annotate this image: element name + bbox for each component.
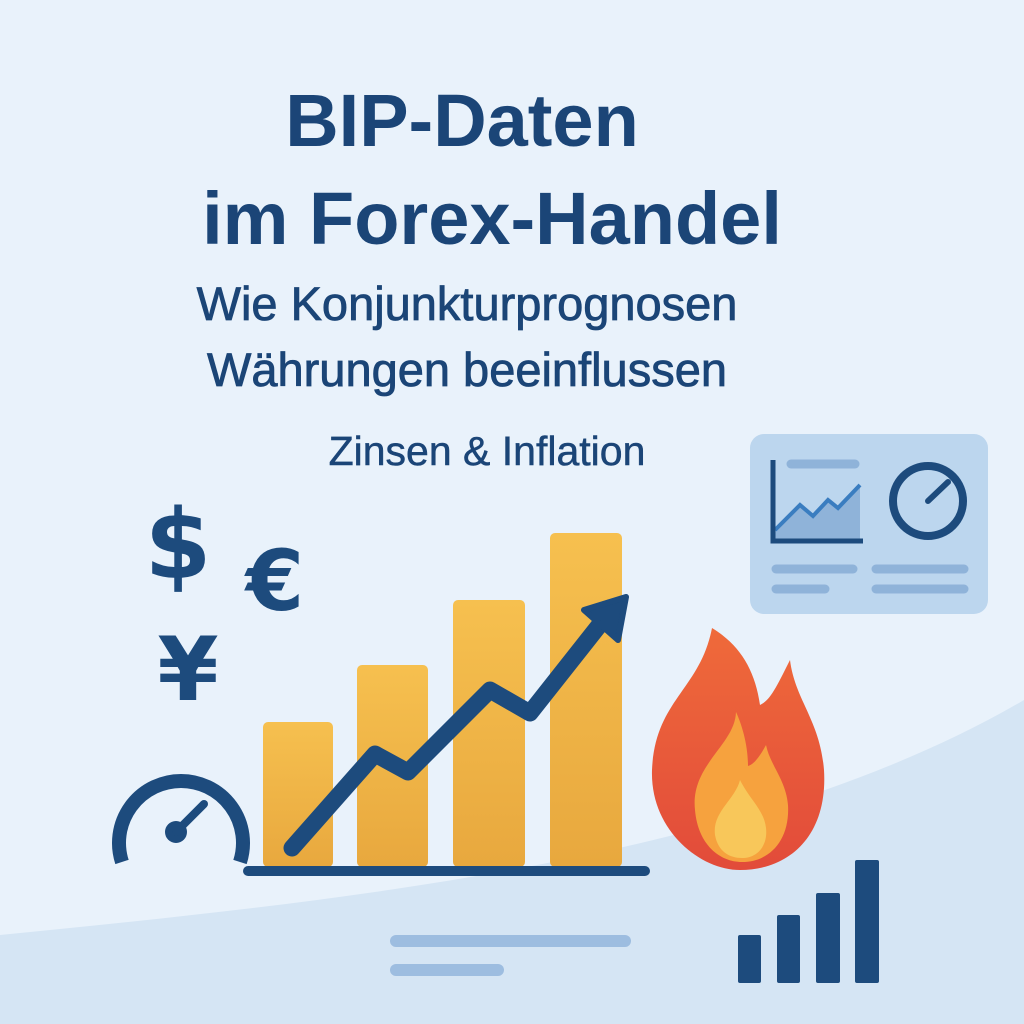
yen-icon: ¥ — [157, 618, 218, 721]
text-placeholder-lines — [390, 935, 631, 976]
subtitle-line-1: Wie Konjunkturprognosen — [196, 277, 738, 331]
dashboard-icon — [750, 434, 988, 614]
title-line-1: BIP-Daten — [285, 79, 639, 162]
tagline: Zinsen & Inflation — [328, 428, 646, 475]
bar — [453, 600, 525, 867]
signal-bars-icon — [738, 860, 879, 983]
flame-icon — [651, 628, 825, 870]
background-wave — [0, 700, 1024, 1024]
title-line-2: im Forex-Handel — [202, 177, 782, 260]
gauge-icon — [112, 773, 250, 865]
bar — [550, 533, 622, 867]
euro-icon: € — [244, 532, 304, 630]
subtitle-line-2: Währungen beeinflussen — [207, 343, 728, 397]
trend-arrow-icon — [283, 594, 629, 857]
dollar-icon: $ — [145, 489, 212, 601]
